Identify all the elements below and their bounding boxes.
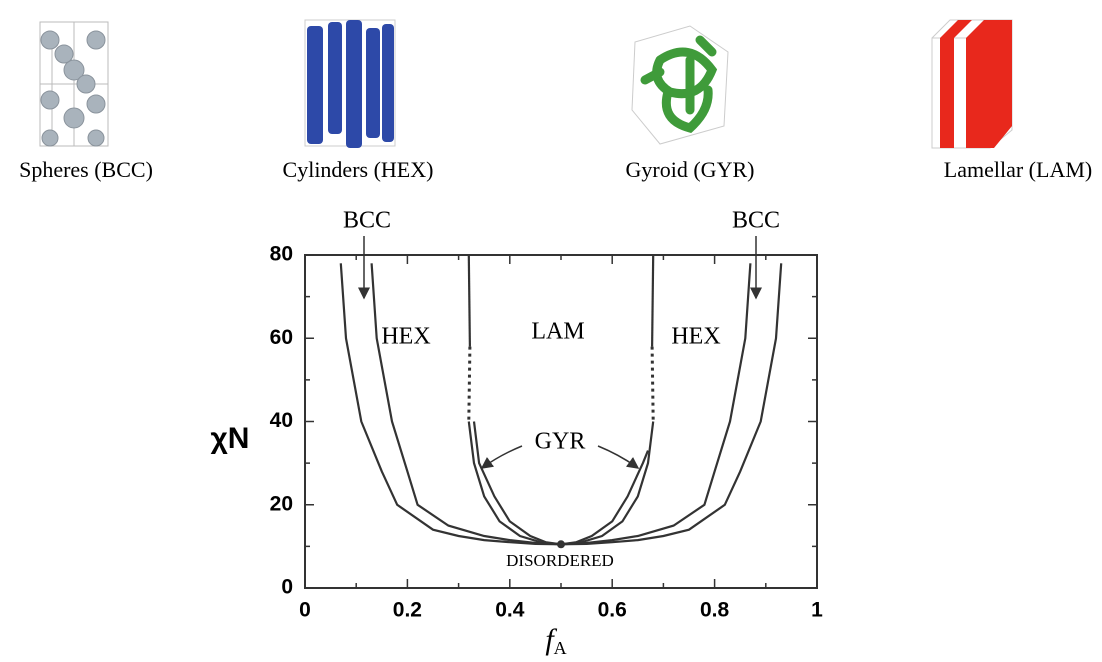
phase-boundary	[651, 254, 655, 347]
y-tick-label: 80	[270, 243, 293, 266]
phase-boundary	[339, 263, 783, 546]
gyroid-icon	[631, 25, 729, 145]
x-tick-label: 0.2	[393, 599, 422, 622]
x-tick-label: 0.6	[598, 599, 627, 622]
annotation: HEX	[381, 324, 430, 350]
phase-boundary	[650, 346, 655, 422]
structure-label: Cylinders (HEX)	[283, 157, 434, 182]
structure-label: Gyroid (GYR)	[626, 157, 755, 182]
annotation: BCC	[343, 208, 391, 234]
critical-point	[557, 540, 565, 549]
x-tick-label: 0	[299, 599, 311, 622]
x-axis-label: fA	[545, 623, 566, 658]
y-tick-label: 20	[270, 492, 293, 515]
arrows	[358, 236, 762, 469]
phase-boundary	[467, 254, 471, 347]
structure-label: Spheres (BCC)	[19, 157, 153, 182]
annotation: BCC	[732, 208, 780, 234]
cylinders-icon	[304, 19, 396, 148]
y-tick-label: 0	[281, 576, 293, 599]
plot-frame	[304, 254, 818, 589]
x-tick-label: 0.8	[700, 599, 730, 622]
annotation: DISORDERED	[506, 551, 614, 570]
y-axis-label: χN	[211, 422, 250, 455]
annotation: GYR	[535, 429, 586, 455]
lamellar-icon	[931, 19, 1013, 149]
x-tick-label: 1	[811, 599, 823, 622]
structure-label: Lamellar (LAM)	[944, 157, 1092, 182]
annotation: LAM	[531, 319, 584, 345]
y-tick-label: 60	[270, 326, 293, 349]
x-axis-label-sub: A	[554, 638, 567, 658]
annotation: HEX	[671, 324, 720, 350]
phase-boundary	[370, 263, 752, 546]
x-tick-label: 0.4	[495, 599, 525, 622]
y-tick-label: 40	[270, 409, 293, 432]
spheres-icon	[39, 21, 109, 147]
phase-boundary	[467, 346, 472, 422]
